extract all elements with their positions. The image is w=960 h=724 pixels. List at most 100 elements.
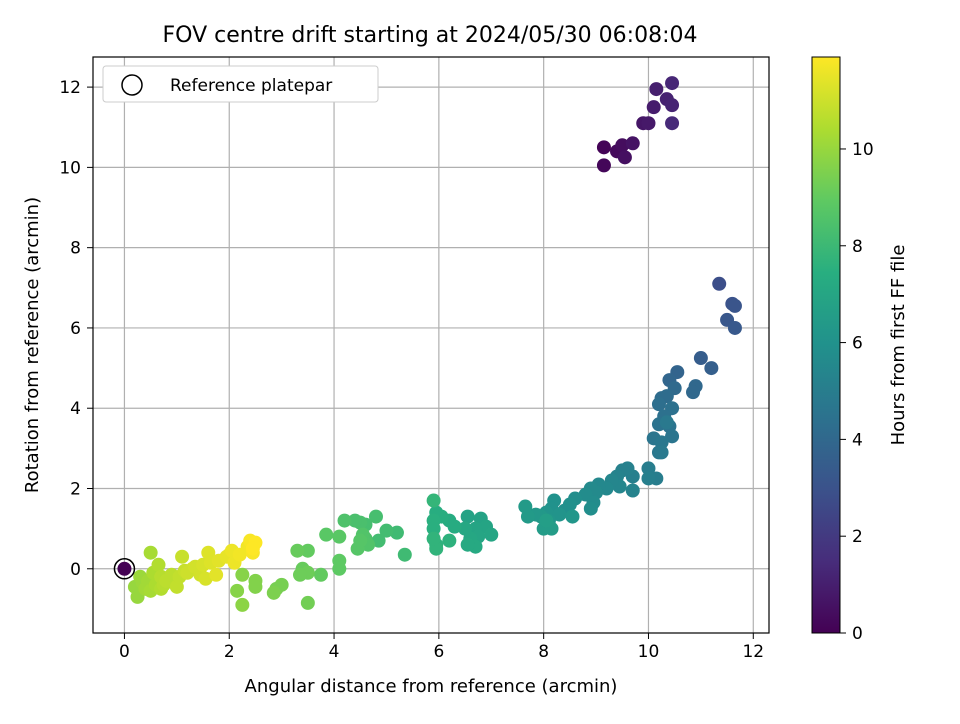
colorbar-tick-label: 6	[852, 334, 863, 354]
data-point	[646, 100, 661, 115]
data-point	[727, 320, 742, 335]
colorbar-tick-label: 0	[852, 624, 863, 644]
data-point	[245, 541, 260, 556]
data-point	[460, 509, 475, 524]
data-point	[248, 579, 263, 594]
colorbar-label: Hours from first FF file	[888, 245, 909, 446]
data-point	[235, 567, 250, 582]
data-point	[484, 527, 499, 542]
data-point	[539, 513, 554, 528]
data-point	[552, 507, 567, 522]
data-point	[665, 116, 680, 131]
data-point	[319, 527, 334, 542]
data-point	[625, 483, 640, 498]
data-point	[235, 597, 250, 612]
x-tick-label: 2	[224, 642, 235, 662]
data-point	[300, 595, 315, 610]
data-point	[641, 461, 656, 476]
colorbar-tick-label: 2	[852, 527, 863, 547]
y-tick-label: 4	[70, 399, 81, 419]
data-point	[337, 513, 352, 528]
data-point	[458, 521, 473, 536]
data-points	[127, 76, 742, 612]
data-point	[596, 140, 611, 155]
y-tick-label: 12	[59, 78, 81, 98]
reference-point	[117, 561, 132, 576]
data-point	[379, 523, 394, 538]
y-axis-ticks: 0 2 4 6 8 10 12	[59, 78, 93, 580]
y-tick-label: 6	[70, 319, 81, 339]
data-point	[659, 415, 674, 430]
data-point	[665, 429, 680, 444]
data-point	[292, 567, 307, 582]
x-axis-ticks: 0 2 4 6 8 10 12	[119, 633, 764, 662]
data-point	[175, 549, 190, 564]
data-point	[290, 543, 305, 558]
data-point	[565, 509, 580, 524]
colorbar-gradient	[811, 56, 841, 634]
chart-title: FOV centre drift starting at 2024/05/30 …	[163, 23, 698, 48]
colorbar-ticks: 0 2 4 6 8 10	[840, 140, 874, 644]
x-tick-label: 0	[119, 642, 130, 662]
colorbar-tick-label: 4	[852, 430, 863, 450]
data-point	[651, 397, 666, 412]
plot-frame	[92, 56, 770, 634]
data-point	[300, 543, 315, 558]
colorbar-tick-label: 8	[852, 237, 863, 257]
data-point	[625, 136, 640, 151]
data-point	[727, 298, 742, 313]
data-point	[617, 150, 632, 165]
data-point	[583, 501, 598, 516]
y-tick-label: 2	[70, 479, 81, 499]
x-tick-label: 6	[433, 642, 444, 662]
legend-marker-icon	[121, 74, 143, 96]
data-point	[712, 276, 727, 291]
data-point	[704, 361, 719, 376]
data-point	[426, 521, 441, 536]
legend-label: Reference platepar	[170, 76, 332, 96]
data-point	[353, 533, 368, 548]
legend-box	[102, 65, 379, 103]
y-tick-label: 8	[70, 239, 81, 259]
data-point	[596, 158, 611, 173]
data-point	[615, 138, 630, 153]
colorbar: 0 2 4 6 8 10 Hours from first FF file	[811, 56, 909, 644]
data-point	[332, 529, 347, 544]
data-point	[649, 82, 664, 97]
data-point	[665, 76, 680, 91]
data-point	[209, 567, 224, 582]
data-point	[266, 585, 281, 600]
y-tick-label: 10	[59, 158, 81, 178]
data-point	[389, 525, 404, 540]
data-point	[368, 509, 383, 524]
x-axis-label: Angular distance from reference (arcmin)	[245, 676, 618, 697]
data-point	[693, 351, 708, 366]
data-point	[151, 557, 166, 572]
data-point	[442, 533, 457, 548]
data-point	[686, 385, 701, 400]
data-point	[641, 116, 656, 131]
legend: Reference platepar	[102, 65, 379, 103]
data-point	[654, 445, 669, 460]
y-tick-label: 0	[70, 560, 81, 580]
data-point	[397, 547, 412, 562]
x-tick-label: 4	[329, 642, 340, 662]
data-point	[348, 513, 363, 528]
reference-marker-group	[113, 558, 136, 580]
data-point	[426, 531, 441, 546]
data-point	[665, 98, 680, 113]
data-point	[313, 567, 328, 582]
x-tick-label: 12	[742, 642, 764, 662]
colorbar-tick-label: 10	[852, 140, 874, 160]
data-point	[143, 545, 158, 560]
data-point	[518, 499, 533, 514]
data-point	[230, 583, 245, 598]
data-point	[641, 471, 656, 486]
reference-marker	[113, 558, 136, 580]
x-tick-label: 8	[538, 642, 549, 662]
data-point	[332, 561, 347, 576]
data-point	[460, 537, 475, 552]
y-axis-label: Rotation from reference (arcmin)	[22, 197, 43, 493]
data-point	[426, 493, 441, 508]
